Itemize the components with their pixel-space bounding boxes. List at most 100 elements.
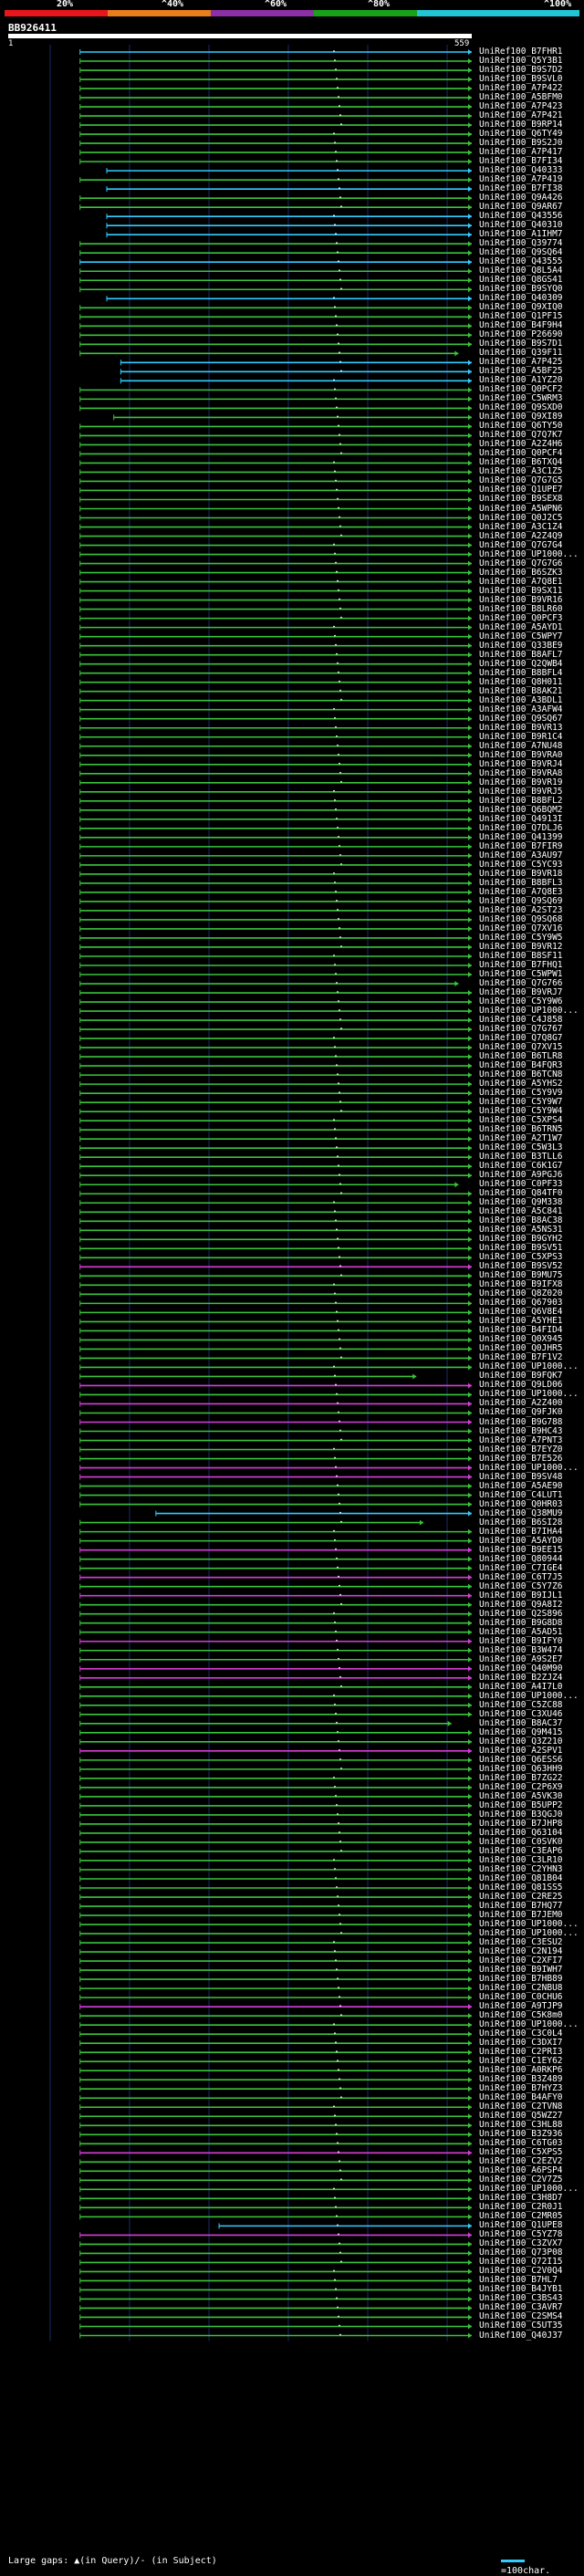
hit-label[interactable]: UniRef100_B2ZJZ4 [479,1672,563,1683]
hit-label[interactable]: UniRef100_Q8GS41 [479,275,563,286]
hit-label[interactable]: UniRef100_B9S7D2 [479,65,563,76]
hit-label[interactable]: UniRef100_A2Z4Q9 [479,530,563,541]
hit-label[interactable]: UniRef100_B7FHQ1 [479,960,563,970]
hit-label[interactable]: UniRef100_B9IFX8 [479,1279,563,1290]
hit-label[interactable]: UniRef100_C2SMS4 [479,2311,563,2322]
hit-label[interactable]: UniRef100_A1YZ20 [479,375,563,386]
hit-label[interactable]: UniRef100_A7P417 [479,147,563,158]
hit-label[interactable]: UniRef100_C5XPS5 [479,2147,563,2158]
hit-label[interactable]: UniRef100_B9VR16 [479,594,563,605]
hit-label[interactable]: UniRef100_A1IHM7 [479,229,563,240]
hit-label[interactable]: UniRef100_Q8L5A4 [479,266,563,276]
hit-label[interactable]: UniRef100_C2RE25 [479,1892,563,1903]
hit-label[interactable]: UniRef100_Q0JHR5 [479,1343,563,1354]
hit-label[interactable]: UniRef100_Q1UPE7 [479,485,563,495]
hit-label[interactable]: UniRef100_A5AYD1 [479,621,563,632]
hit-label[interactable]: UniRef100_Q40J37 [479,2330,563,2341]
hit-label[interactable]: UniRef100_Q43556 [479,211,563,222]
hit-label[interactable]: UniRef100_C0SVK0 [479,1836,563,1847]
hit-label[interactable]: UniRef100_B9VR12 [479,941,563,952]
hit-label[interactable]: UniRef100_Q9SQ64 [479,247,563,258]
hit-label[interactable]: UniRef100_B8SF11 [479,950,563,961]
hit-label[interactable]: UniRef100_B7EYZ0 [479,1444,563,1455]
hit-label[interactable]: UniRef100_B7HQ77 [479,1901,563,1912]
hit-label[interactable]: UniRef100_UP1000... [479,1919,579,1930]
hit-label[interactable]: UniRef100_B9VRA8 [479,767,563,778]
hit-label[interactable]: UniRef100_C5WRM3 [479,393,563,404]
hit-label[interactable]: UniRef100_Q9M338 [479,1197,563,1208]
hit-label[interactable]: UniRef100_B6TCN8 [479,1069,563,1080]
hit-label[interactable]: UniRef100_C3XU46 [479,1708,563,1719]
hit-label[interactable]: UniRef100_Q7DLJ6 [479,822,563,833]
hit-label[interactable]: UniRef100_Q7Q7K7 [479,430,563,441]
hit-label[interactable]: UniRef100_A5AD51 [479,1626,563,1637]
hit-label[interactable]: UniRef100_B8AFL7 [479,649,563,660]
hit-label[interactable]: UniRef100_B4FID4 [479,1325,563,1336]
hit-label[interactable]: UniRef100_B4FQR3 [479,1060,563,1071]
hit-label[interactable]: UniRef100_C3EAP6 [479,1845,563,1856]
hit-label[interactable]: UniRef100_B9R1C4 [479,731,563,742]
hit-label[interactable]: UniRef100_C4J858 [479,1015,563,1026]
hit-label[interactable]: UniRef100_C3HL88 [479,2120,563,2131]
hit-label[interactable]: UniRef100_A2Z4H6 [479,439,563,450]
hit-label[interactable]: UniRef100_Q63104 [479,1827,563,1838]
hit-label[interactable]: UniRef100_A7P423 [479,101,563,112]
hit-label[interactable]: UniRef100_B8BFL2 [479,795,563,806]
hit-label[interactable]: UniRef100_Q9A8I2 [479,1599,563,1610]
hit-label[interactable]: UniRef100_Q81SS5 [479,1882,563,1893]
hit-label[interactable]: UniRef100_A9S2E7 [479,1653,563,1664]
hit-label[interactable]: UniRef100_B5UPP2 [479,1799,563,1810]
hit-label[interactable]: UniRef100_UP1000... [479,1690,579,1701]
hit-label[interactable]: UniRef100_C2P6X9 [479,1781,563,1792]
hit-label[interactable]: UniRef100_C5XPS4 [479,1115,563,1126]
hit-label[interactable]: UniRef100_UP1000... [479,1462,579,1473]
hit-label[interactable]: UniRef100_A6PSP4 [479,2165,563,2176]
hit-label[interactable]: UniRef100_C5UT35 [479,2320,563,2331]
hit-label[interactable]: UniRef100_Q6TY50 [479,421,563,432]
hit-label[interactable]: UniRef100_UP1000... [479,1006,579,1017]
hit-label[interactable]: UniRef100_A5AYD0 [479,1535,563,1546]
hit-label[interactable]: UniRef100_C2R0J1 [479,2202,563,2213]
hit-label[interactable]: UniRef100_C6T7J5 [479,1571,563,1582]
hit-label[interactable]: UniRef100_Q0X945 [479,1334,563,1345]
hit-label[interactable]: UniRef100_Q0PCF3 [479,612,563,623]
hit-label[interactable]: UniRef100_B9S7D1 [479,339,563,349]
hit-label[interactable]: UniRef100_C5YZ78 [479,2229,563,2240]
hit-label[interactable]: UniRef100_P26690 [479,329,563,340]
hit-label[interactable]: UniRef100_A3AU97 [479,850,563,860]
hit-label[interactable]: UniRef100_B9G8D8 [479,1617,563,1628]
hit-label[interactable]: UniRef100_B7FHR1 [479,47,563,57]
hit-label[interactable]: UniRef100_B9SX11 [479,585,563,596]
hit-label[interactable]: UniRef100_C5Y9W6 [479,996,563,1007]
hit-label[interactable]: UniRef100_Q4913I [479,813,563,824]
hit-label[interactable]: UniRef100_B3Z936 [479,2129,563,2140]
hit-label[interactable]: UniRef100_B7E526 [479,1453,563,1464]
hit-label[interactable]: UniRef100_B7FI38 [479,183,563,194]
hit-label[interactable]: UniRef100_B7HYZ3 [479,2083,563,2094]
hit-label[interactable]: UniRef100_B9IWH7 [479,1965,563,1976]
hit-label[interactable]: UniRef100_A0RKP6 [479,2065,563,2076]
hit-label[interactable]: UniRef100_C0PF33 [479,1179,563,1190]
hit-label[interactable]: UniRef100_B9G788 [479,1416,563,1427]
hit-label[interactable]: UniRef100_B3W474 [479,1644,563,1655]
hit-label[interactable]: UniRef100_Q6TY49 [479,129,563,140]
hit-label[interactable]: UniRef100_C6K1G7 [479,1161,563,1172]
hit-label[interactable]: UniRef100_A2ST23 [479,904,563,915]
hit-label[interactable]: UniRef100_C2V7Z5 [479,2174,563,2185]
hit-label[interactable]: UniRef100_Q63HH9 [479,1763,563,1774]
hit-label[interactable]: UniRef100_A7P425 [479,357,563,368]
hit-label[interactable]: UniRef100_Q7XV15 [479,1042,563,1053]
hit-label[interactable]: UniRef100_Q8Z020 [479,1288,563,1299]
hit-label[interactable]: UniRef100_B3TLL6 [479,1152,563,1163]
hit-label[interactable]: UniRef100_Q2QWB4 [479,658,563,669]
hit-label[interactable]: UniRef100_B3Z489 [479,2074,563,2085]
hit-label[interactable]: UniRef100_B8LR60 [479,603,563,614]
hit-label[interactable]: UniRef100_Q9M415 [479,1726,563,1737]
hit-label[interactable]: UniRef100_Q0HR03 [479,1498,563,1509]
hit-label[interactable]: UniRef100_Q1UPE8 [479,2220,563,2231]
hit-label[interactable]: UniRef100_B3QGJ0 [479,1809,563,1820]
hit-label[interactable]: UniRef100_C6TG03 [479,2138,563,2149]
hit-label[interactable]: UniRef100_Q40333 [479,165,563,176]
hit-label[interactable]: UniRef100_Q9SXD0 [479,402,563,413]
hit-label[interactable]: UniRef100_Q7G766 [479,978,563,989]
